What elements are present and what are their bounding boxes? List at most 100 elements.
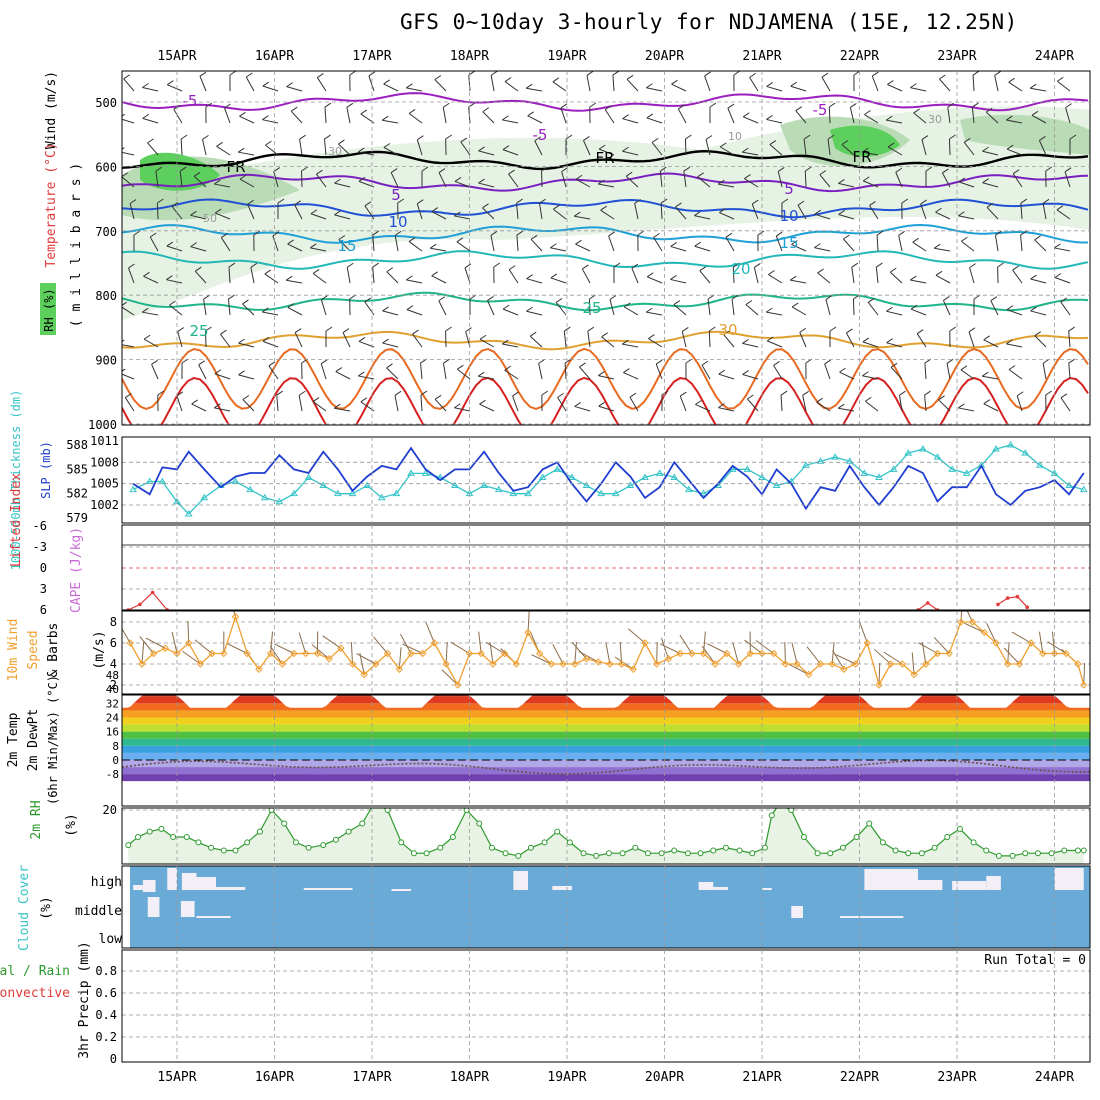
wind-barb <box>819 174 831 188</box>
wind-barb-flag <box>294 328 302 333</box>
wind-barb <box>648 338 663 348</box>
wind-barb-flag <box>268 361 276 367</box>
rh2m-point <box>332 836 339 843</box>
slp-tick-1002: 1002 <box>90 498 119 512</box>
wind-barb <box>486 300 495 316</box>
wind-barb-flag <box>862 371 869 377</box>
wind-barb <box>194 270 207 284</box>
ylabel-2m-rh: 2m RH <box>29 800 44 839</box>
wind-barb <box>216 145 231 156</box>
contour-label-iso20-12: 20 <box>731 260 750 278</box>
rh-legend-swatch <box>40 283 56 335</box>
wind10m-point <box>301 649 310 658</box>
wind-barb <box>238 374 255 380</box>
wind-barb <box>1056 80 1071 92</box>
wind-barb <box>1020 235 1023 252</box>
wind-barb <box>173 109 183 124</box>
date-top-1: 16APR <box>255 49 294 64</box>
wind-barb-flag <box>895 167 903 173</box>
wind-barb-flag <box>224 103 231 109</box>
li-tick--6: -6 <box>33 519 47 533</box>
wind-barb <box>166 279 183 284</box>
wind-barb-flag <box>1064 167 1072 173</box>
wind-barb <box>1042 363 1047 380</box>
wind10m-point <box>1027 639 1035 647</box>
pressure-series <box>129 441 1088 517</box>
rh2m-point <box>527 844 534 851</box>
wind10m-barb <box>425 622 435 644</box>
wind10m-barb <box>1011 631 1032 644</box>
contour-label-minus5-1: -5 <box>533 126 548 144</box>
wind-barb <box>671 83 687 92</box>
rh2m-point <box>372 799 377 804</box>
rh2m-point <box>580 850 587 857</box>
level-tick-500: 500 <box>95 96 117 110</box>
wind-barb <box>646 311 663 316</box>
wind-barb <box>695 404 711 412</box>
wind-barb-flag <box>694 211 701 217</box>
temp-tick-0: 0 <box>112 754 119 767</box>
rh2m-point <box>1022 850 1029 857</box>
wind-barb <box>430 247 447 252</box>
wind-barb <box>574 215 591 220</box>
temp-tick-40: 40 <box>106 683 119 696</box>
wind-barb <box>910 308 927 316</box>
wind-barb <box>946 363 951 380</box>
wind-barb <box>851 267 855 284</box>
thickness-point <box>860 469 869 476</box>
wind10m-point <box>348 660 357 668</box>
wind-barb-flag <box>671 79 678 85</box>
wind-barb <box>958 407 975 412</box>
precip-total-label: Total / Rain <box>0 964 70 979</box>
wind-barb-flag <box>526 274 533 280</box>
wind-barb-flag <box>757 230 765 236</box>
wind-barb-flag <box>732 262 740 268</box>
wind-barb-flag <box>394 230 402 236</box>
level-tick-600: 600 <box>95 160 117 174</box>
wind-barb <box>203 299 207 316</box>
wind-barb <box>910 87 927 92</box>
wind-barb <box>123 78 135 92</box>
wind-barb <box>1006 119 1023 124</box>
wind-barb-flag <box>324 134 331 140</box>
wind-barb <box>224 107 231 124</box>
temp-tick--8: -8 <box>106 768 119 781</box>
wind10m-barb <box>274 643 295 654</box>
wind-barb-flag <box>862 337 870 343</box>
rh2m-point <box>1074 847 1081 854</box>
wind-barb-flag <box>143 271 150 277</box>
wind-barb <box>129 203 135 220</box>
cloud-gap-high-1 <box>142 880 156 892</box>
wind10m-series <box>122 611 1088 689</box>
wind10m-point <box>196 660 205 668</box>
wind-barb-flag <box>276 390 284 396</box>
panel-frame-4 <box>121 694 1091 807</box>
thickness-point <box>684 485 693 493</box>
wind-barb-flag <box>1008 365 1016 371</box>
wind-barb <box>177 331 183 348</box>
wind-barb <box>286 86 303 92</box>
wind10m-point <box>126 639 134 647</box>
thickness-point <box>129 485 138 493</box>
wind10m-barb <box>605 642 611 665</box>
wind-barb <box>406 87 423 92</box>
li-line-2 <box>997 596 1028 608</box>
wind-barb-flag <box>214 403 221 409</box>
cloud-gap-high-16 <box>986 876 1001 890</box>
temp-tick-16: 16 <box>106 726 119 739</box>
wind-barb <box>697 176 711 188</box>
thickness-point <box>509 489 518 497</box>
wind-barb-flag <box>229 71 237 76</box>
li-point <box>925 601 930 605</box>
wind-barb-flag <box>678 104 685 110</box>
wind-barb-flag <box>733 71 741 76</box>
wind10m-point <box>571 660 579 668</box>
wind-barb-flag <box>199 71 207 77</box>
wind-barb <box>220 333 231 348</box>
isotherm-35 <box>122 347 1089 410</box>
thickness-point <box>158 477 167 484</box>
upper-air-contours <box>122 71 1090 425</box>
wind-barb-flag <box>502 304 510 310</box>
wind-barb-flag <box>1054 273 1062 278</box>
wind10m-point <box>723 649 731 658</box>
